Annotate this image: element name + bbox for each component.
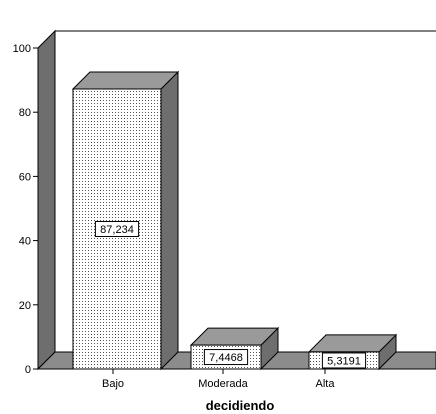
x-axis-label: decidiendo [206,398,275,413]
side-wall [37,29,56,371]
y-tick-label: 0 [25,364,31,376]
x-axis: Bajo Moderada Alta [38,368,436,390]
x-tick-label: Bajo [102,378,124,390]
data-label: 5,3191 [327,355,361,367]
y-tick-label: 60 [19,171,31,183]
bar-bajo: 87,234 [71,70,180,371]
data-label: 87,234 [100,224,134,236]
y-axis: 0 20 40 60 80 100 [13,43,39,376]
bar-top-face [71,71,180,90]
x-tick-label: Alta [316,378,336,390]
data-label-box [321,352,367,369]
data-label: 7,4468 [209,352,243,364]
x-tick-label: Moderada [198,378,248,390]
y-tick-label: 40 [19,236,31,248]
bar-side-face [160,70,179,371]
data-label-box [203,349,249,366]
bar-alta: 5,3191 [307,333,398,371]
y-tick-label: 80 [19,107,31,119]
bar-moderada: 7,4468 [189,326,280,371]
bars: 87,234 7,4468 5,3191 [71,70,398,371]
y-tick-label: 100 [13,43,31,55]
y-tick-label: 20 [19,300,31,312]
data-label-box [94,220,140,237]
